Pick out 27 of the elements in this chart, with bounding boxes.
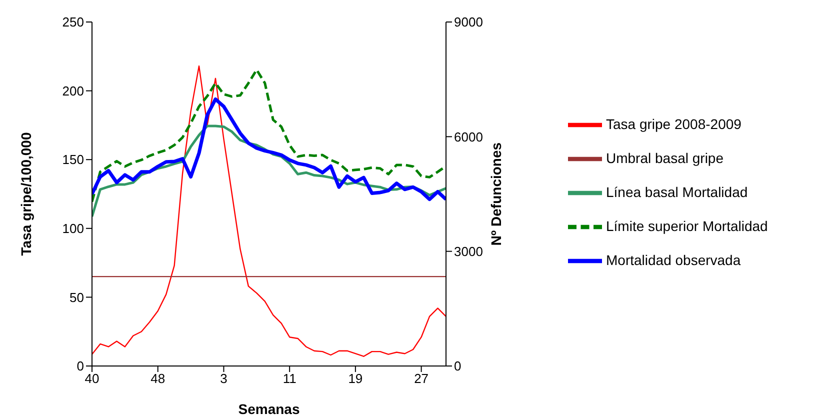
line-series xyxy=(92,65,446,357)
x-tick-label: 19 xyxy=(348,371,363,386)
legend-label: Tasa gripe 2008-2009 xyxy=(606,116,742,132)
y2-tick-label: 0 xyxy=(454,358,462,374)
x-tick-label: 48 xyxy=(150,371,166,386)
x-tick-label: 3 xyxy=(220,371,228,386)
y-tick-label: 50 xyxy=(70,290,84,305)
y2-tick-label: 9000 xyxy=(454,14,483,30)
x-tick-label: 27 xyxy=(414,371,429,386)
legend-label: Límite superior Mortalidad xyxy=(606,218,768,234)
legend-label: Mortalidad observada xyxy=(606,252,741,268)
y2-tick-label: 6000 xyxy=(454,129,483,144)
y-tick-label: 0 xyxy=(76,358,84,374)
line-series xyxy=(92,68,446,203)
legend-label: Línea basal Mortalidad xyxy=(606,184,748,200)
y-axis-title: Tasa gripe/100,000 xyxy=(18,132,34,256)
y-tick-label: 250 xyxy=(62,14,84,30)
y2-axis-title: Nº Defunciones xyxy=(488,142,504,246)
y-tick-label: 150 xyxy=(62,152,84,168)
y-tick-label: 100 xyxy=(62,221,84,236)
x-axis-title: Semanas xyxy=(238,401,300,417)
x-tick-label: 40 xyxy=(84,371,100,386)
x-tick-label: 11 xyxy=(282,371,296,386)
y2-tick-label: 3000 xyxy=(454,244,483,259)
y-tick-label: 200 xyxy=(62,83,84,98)
legend-label: Umbral basal gripe xyxy=(606,150,724,166)
line-series xyxy=(92,97,446,202)
